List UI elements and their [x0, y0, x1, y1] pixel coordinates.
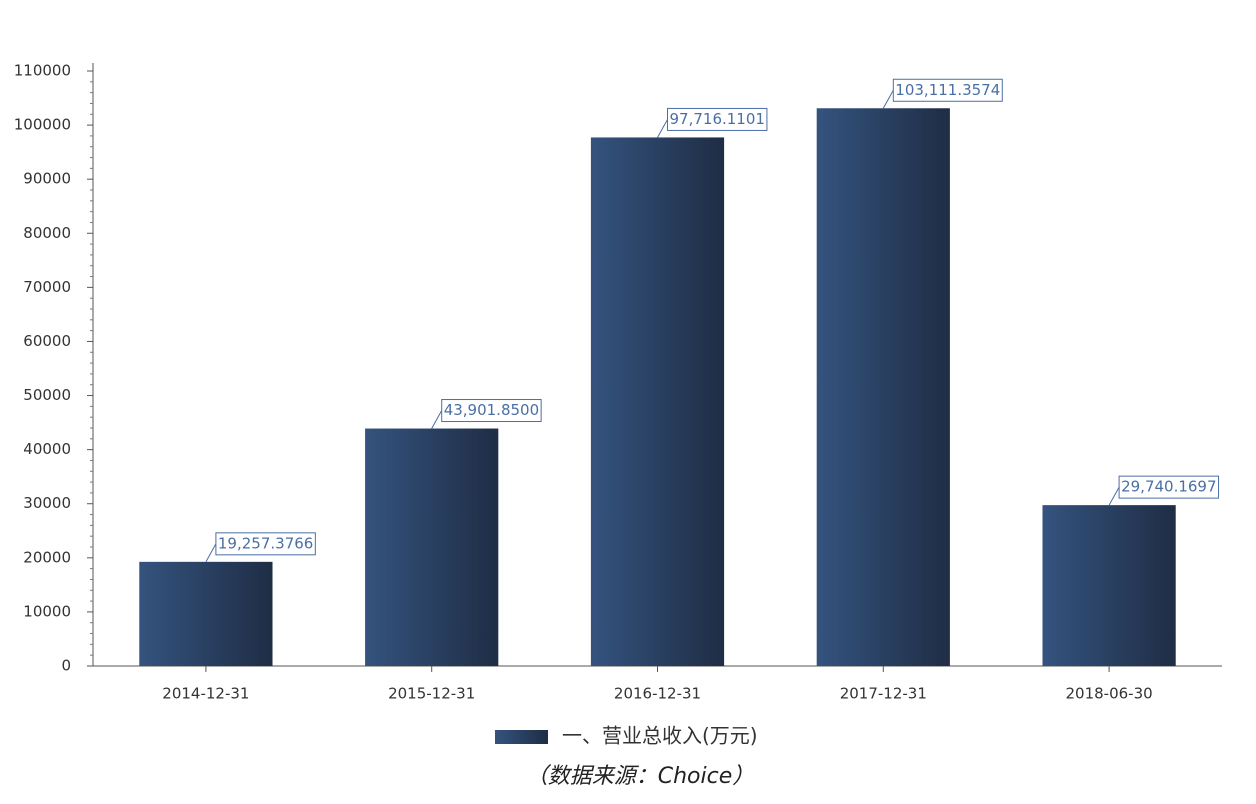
label-box	[667, 107, 768, 131]
label-leader	[205, 543, 217, 563]
bar	[816, 108, 950, 666]
value-label: 29,740.1697	[1121, 478, 1216, 496]
y-tick-label: 60000	[23, 332, 71, 350]
value-label: 103,111.3574	[895, 81, 1000, 99]
y-tick-label: 50000	[23, 386, 71, 404]
x-tick-label: 2018-06-30	[1066, 685, 1153, 703]
label-box	[892, 78, 1003, 102]
x-tick-label: 2017-12-31	[840, 685, 927, 703]
legend-label: 一、营业总收入(万元)	[562, 724, 758, 748]
y-tick-label: 80000	[23, 224, 71, 242]
x-tick-label: 2014-12-31	[162, 685, 249, 703]
y-tick-label: 90000	[23, 170, 71, 188]
y-tick-label: 0	[61, 657, 71, 675]
x-tick-label: 2016-12-31	[614, 685, 701, 703]
label-box	[215, 532, 316, 556]
label-box	[1118, 475, 1220, 499]
label-leader	[657, 119, 668, 138]
value-label: 43,901.8500	[444, 401, 539, 419]
label-leader	[1108, 486, 1120, 506]
bar	[590, 137, 725, 666]
y-tick-label: 40000	[23, 440, 71, 458]
label-box	[441, 399, 542, 423]
source-note: （数据来源：Choice）	[526, 764, 755, 789]
y-tick-label: 70000	[23, 278, 71, 296]
value-label: 97,716.1101	[670, 110, 765, 128]
y-tick-label: 110000	[14, 62, 71, 80]
bar	[1042, 505, 1176, 666]
y-tick-label: 30000	[23, 494, 71, 512]
bar	[139, 561, 273, 666]
y-tick-label: 100000	[14, 116, 71, 134]
label-leader	[431, 410, 443, 429]
y-tick-label: 20000	[23, 548, 71, 566]
x-tick-label: 2015-12-31	[388, 685, 475, 703]
label-leader	[882, 90, 894, 109]
bar	[365, 428, 499, 666]
legend-swatch	[495, 730, 548, 744]
y-tick-label: 10000	[23, 602, 71, 620]
value-label: 19,257.3766	[218, 534, 313, 552]
